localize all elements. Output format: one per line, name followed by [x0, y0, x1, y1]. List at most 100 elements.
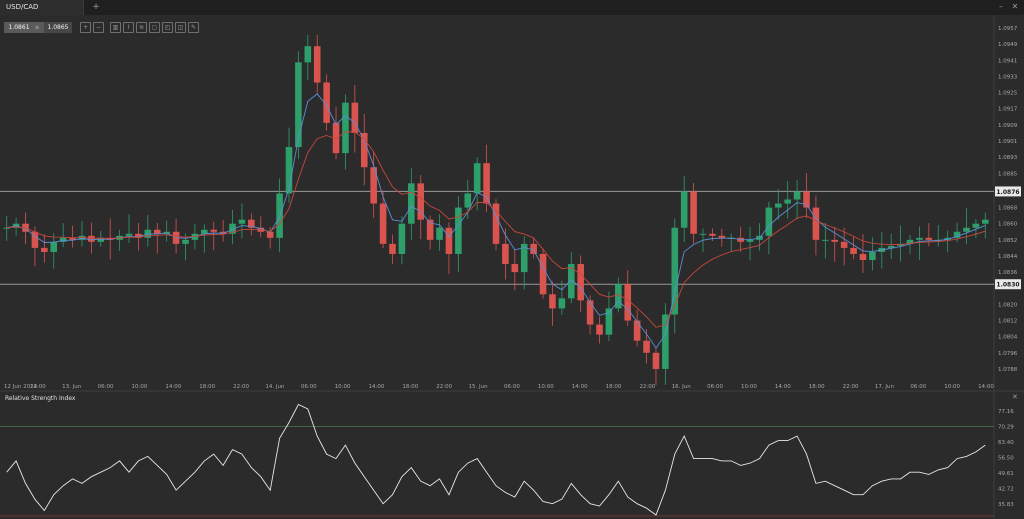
candle-body [793, 191, 801, 200]
rsi-tick-label: 42.72 [998, 487, 1014, 493]
candle-body [615, 284, 622, 309]
candle-body [765, 207, 773, 236]
time-tick-label: 14. Jun [265, 384, 285, 390]
candle-body [774, 203, 782, 208]
price-tick-label: 1.0804 [998, 335, 1018, 341]
candle-body [135, 233, 142, 238]
indicators-icon[interactable]: ≋ [136, 22, 147, 33]
candle-body [304, 46, 312, 63]
horizontal-levels[interactable]: 1.0876 1.0830 [0, 186, 1021, 290]
candle-body [812, 207, 820, 240]
price-tick-label: 1.0844 [998, 254, 1018, 260]
candle-body [153, 229, 161, 234]
candle-body [869, 251, 876, 261]
candle-body [520, 243, 528, 273]
price-tick-label: 1.0796 [998, 351, 1018, 357]
candle-body [464, 193, 472, 208]
candle-body [426, 219, 434, 240]
tab-usdcad[interactable]: USD/CAD [0, 0, 84, 15]
time-tick-label: 14:00 [165, 384, 181, 390]
candle-body [492, 203, 500, 244]
price-tick-label: 1.0957 [998, 26, 1018, 32]
chart-style-icon[interactable]: ⌇ [123, 22, 134, 33]
candle-body [850, 247, 857, 254]
time-tick-label: 10:00 [538, 384, 554, 390]
level-price-label: 1.0830 [996, 282, 1019, 289]
time-tick-label: 22:00 [30, 384, 46, 390]
time-tick-label: 06:00 [504, 384, 520, 390]
minimize-icon[interactable]: – [999, 2, 1003, 11]
pencil-icon[interactable]: ✎ [188, 22, 199, 33]
candle-body [379, 203, 387, 244]
candle-body [342, 102, 349, 154]
candle-body [652, 352, 660, 369]
candle-body [455, 207, 462, 254]
candle-body [577, 264, 584, 301]
candle-body [831, 239, 839, 242]
time-tick-label: 10:00 [132, 384, 148, 390]
candlesticks [3, 34, 989, 386]
ask-price: 1.0865 [44, 22, 72, 33]
time-tick-label: 06:00 [707, 384, 723, 390]
candle-body [539, 253, 547, 295]
candle-body [69, 237, 76, 240]
close-icon[interactable]: ✕ [1011, 2, 1019, 11]
draw-icon[interactable]: ▢ [149, 22, 160, 33]
candle-body [671, 227, 679, 315]
time-tick-label: 17. Jun [875, 384, 895, 390]
rsi-line [6, 403, 986, 516]
candle-body [88, 235, 95, 242]
candles-icon[interactable]: ▥ [110, 22, 121, 33]
candle-body [887, 245, 895, 248]
add-tab-button[interactable]: + [92, 2, 100, 12]
price-tick-label: 1.0820 [998, 302, 1018, 308]
template-icon[interactable]: ◫ [175, 22, 186, 33]
close-indicator-icon[interactable]: ✕ [1012, 393, 1018, 401]
time-tick-label: 14:00 [369, 384, 385, 390]
candle-body [784, 199, 791, 204]
moving-averages [6, 93, 986, 349]
candle-body [718, 235, 726, 238]
time-tick-label: 06:00 [910, 384, 926, 390]
candle-body [351, 102, 359, 133]
candle-body [125, 233, 133, 236]
candle-body [699, 233, 707, 235]
candle-body [822, 239, 829, 241]
time-tick-label: 16. Jun [672, 384, 692, 390]
quote-separator-icon: ≡ [34, 24, 40, 31]
candle-body [840, 241, 848, 248]
candle-body [944, 237, 951, 240]
price-tick-label: 1.0917 [998, 107, 1018, 113]
zoom-out-icon[interactable]: − [93, 22, 104, 33]
candle-body [332, 122, 340, 154]
candle-body [248, 219, 255, 228]
candle-body [680, 191, 688, 228]
candle-body [436, 227, 443, 240]
zoom-in-icon[interactable]: + [80, 22, 91, 33]
price-tick-label: 1.0868 [998, 206, 1018, 212]
time-tick-label: 18:00 [199, 384, 215, 390]
candle-body [266, 231, 274, 238]
candle-body [285, 147, 293, 194]
screenshot-icon[interactable]: ◰ [162, 22, 173, 33]
time-tick-label: 10:00 [741, 384, 757, 390]
candle-body [633, 320, 641, 341]
candle-body [549, 294, 556, 309]
time-tick-label: 14:00 [978, 384, 994, 390]
candle-body [567, 264, 575, 299]
price-tick-label: 1.0933 [998, 74, 1018, 80]
candle-body [445, 227, 453, 254]
price-tick-label: 1.0941 [998, 58, 1017, 64]
rsi-title: Relative Strength Index [5, 395, 76, 402]
candle-body [709, 233, 716, 236]
price-tick-label: 1.0812 [998, 319, 1017, 325]
rsi-tick-label: 49.61 [998, 471, 1014, 477]
time-tick-label: 06:00 [98, 384, 114, 390]
time-tick-label: 22:00 [639, 384, 655, 390]
moving-average-fast-line [6, 93, 986, 349]
moving-average-slow-line [6, 131, 986, 328]
bid-value: 1.0861 [8, 24, 30, 31]
candle-body [982, 219, 989, 224]
